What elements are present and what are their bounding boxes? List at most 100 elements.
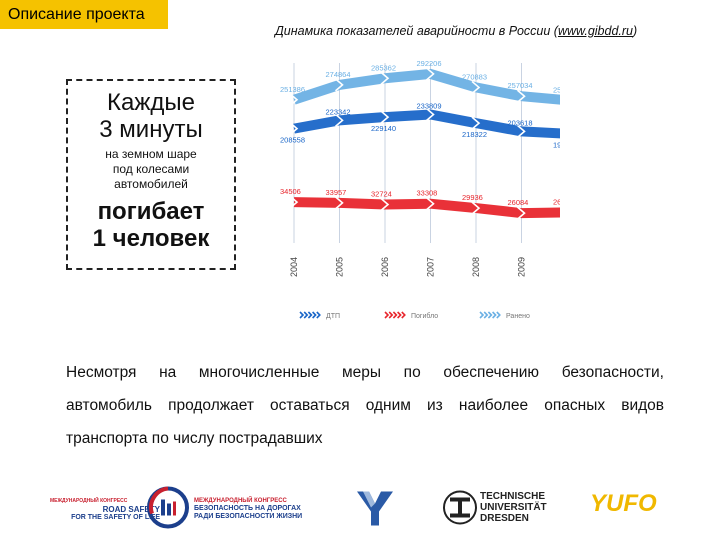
- series-chevron-Погибло-2005: [334, 196, 344, 210]
- year-label-2006: 2006: [380, 257, 390, 277]
- yufo-logo: YUFO: [590, 485, 662, 530]
- road-safety-top: МЕЖДУНАРОДНЫЙ КОНГРЕСС: [50, 498, 128, 504]
- legend-label-Ранено: Ранено: [506, 313, 530, 320]
- value-label-ДТП-2009: 203618: [508, 118, 533, 127]
- legend-marker-ДТП-1: [303, 311, 309, 319]
- series-chevron-ДТП-2006: [380, 110, 390, 124]
- chart-title-suffix: ): [633, 24, 638, 38]
- tu-dresden-emblem-icon: [443, 490, 477, 525]
- congress-text-logo: МЕЖДУНАРОДНЫЙ КОНГРЕСС БЕЗОПАСНОСТЬ НА Д…: [194, 485, 324, 530]
- series-line-ДТП: [293, 109, 560, 139]
- legend-marker-ДТП-4: [316, 311, 321, 319]
- value-label-Ранено-2006: 285362: [371, 63, 396, 72]
- value-label-Погибло-2006: 32724: [371, 189, 392, 198]
- callout-subtext: на земном шаре под колесами автомобилей: [68, 147, 234, 192]
- callout-line-2: 3 минуты: [99, 116, 203, 143]
- year-label-2004: 2004: [289, 257, 299, 277]
- tu-line-3: DRESDEN: [480, 513, 529, 524]
- callout-small-3: автомобилей: [114, 177, 188, 191]
- partner-logos: МЕЖДУНАРОДНЫЙ КОНГРЕСС ROAD SAFETY FOR T…: [50, 485, 670, 530]
- value-label-Ранено-2009: 257034: [508, 81, 533, 90]
- series-chevron-Ранено-2005: [334, 78, 344, 92]
- callout-line-3: погибает: [97, 198, 205, 225]
- callout-small-1: на земном шаре: [105, 147, 197, 161]
- tu-dresden-text: TECHNISCHE UNIVERSITÄT DRESDEN: [480, 485, 560, 530]
- legend-marker-Погибло-4: [401, 311, 406, 319]
- legend-label-Погибло: Погибло: [411, 312, 438, 320]
- legend-marker-ДТП-2: [307, 311, 313, 319]
- paragraph-line-1: Несмотря на многочисленные меры по обесп…: [66, 364, 664, 381]
- road-safety-logo: МЕЖДУНАРОДНЫЙ КОНГРЕСС ROAD SAFETY FOR T…: [50, 485, 160, 530]
- paragraph-line-3: транспорта по числу пострадавших: [66, 430, 323, 447]
- statistic-callout: Каждые 3 минуты на земном шаре под колес…: [66, 79, 236, 270]
- legend-marker-ДТП-0: [299, 311, 305, 319]
- congress-top: МЕЖДУНАРОДНЫЙ КОНГРЕСС: [194, 498, 287, 504]
- value-label-Погибло-2004: 34506: [280, 187, 301, 196]
- series-line-Ранено: [292, 68, 560, 105]
- legend-marker-Ранено-2: [487, 311, 493, 319]
- university-y-logo-icon: [357, 491, 393, 526]
- year-label-2005: 2005: [335, 257, 345, 277]
- value-label-ДТП-2010: 199431: [553, 141, 560, 150]
- tu-line-1: TECHNISCHE: [480, 491, 546, 502]
- congress-mid: БЕЗОПАСНОСТЬ НА ДОРОГАХ: [194, 505, 301, 512]
- series-chevron-ДТП-2007: [425, 107, 435, 122]
- series-chevron-Погибло-2007: [425, 197, 435, 211]
- value-label-Погибло-2009: 26084: [508, 198, 529, 207]
- legend-label-ДТП: ДТП: [326, 313, 340, 320]
- value-label-Погибло-2010: 26567: [553, 197, 560, 206]
- callout-small-2: под колесами: [112, 162, 190, 176]
- value-label-Погибло-2007: 33308: [417, 189, 438, 198]
- accident-chart: 2004200520062007200820092010201125138627…: [280, 59, 560, 320]
- value-label-ДТП-2004: 208558: [280, 136, 305, 145]
- series-chevron-ДТП-2008: [471, 116, 481, 130]
- chart-source-link[interactable]: www.gibdd.ru: [557, 24, 633, 38]
- series-chevron-Ранено-2004: [289, 93, 299, 107]
- series-chevron-ДТП-2005: [334, 113, 344, 127]
- value-label-ДТП-2008: 218322: [462, 130, 487, 139]
- yufo-text: YUFO: [590, 490, 657, 517]
- legend-marker-Ранено-4: [496, 311, 501, 319]
- series-chevron-Ранено-2007: [425, 67, 435, 81]
- legend-marker-Погибло-2: [392, 311, 398, 319]
- series-chevron-Погибло-2006: [380, 197, 390, 212]
- section-tag: Описание проекта: [0, 0, 168, 29]
- congress-bot: РАДИ БЕЗОПАСНОСТИ ЖИЗНИ: [194, 513, 303, 520]
- series-chevron-Ранено-2006: [380, 71, 390, 85]
- road-safety-mid: ROAD SAFETY: [102, 505, 160, 514]
- series-chevron-ДТП-2004: [289, 122, 299, 136]
- year-label-2009: 2009: [517, 257, 527, 277]
- series-chevron-ДТП-2009: [516, 124, 526, 138]
- legend-marker-ДТП-3: [312, 311, 317, 319]
- body-paragraph: Несмотря на многочисленные меры по обесп…: [66, 356, 664, 455]
- year-label-2008: 2008: [471, 257, 481, 277]
- value-label-Ранено-2005: 274864: [326, 70, 351, 79]
- value-label-Ранено-2010: 250635: [553, 85, 560, 94]
- legend-marker-Погибло-0: [384, 311, 390, 319]
- value-label-Ранено-2007: 292206: [417, 59, 442, 68]
- series-chevron-Погибло-2004: [289, 195, 299, 209]
- series-line-Погибло: [293, 197, 560, 219]
- legend-marker-Погибло-3: [397, 311, 402, 319]
- callout-line-1: Каждые: [107, 89, 195, 116]
- series-chevron-Погибло-2008: [471, 201, 481, 215]
- series-chevron-Ранено-2009: [516, 89, 526, 103]
- congress-emblem-icon: [147, 486, 189, 529]
- year-label-2007: 2007: [426, 257, 436, 277]
- value-label-ДТП-2006: 229140: [371, 124, 396, 133]
- legend-marker-Ранено-0: [479, 311, 485, 319]
- chart-title-text: Динамика показателей аварийности в Росси…: [275, 24, 558, 38]
- series-chevron-Погибло-2009: [516, 206, 526, 220]
- tu-line-2: UNIVERSITÄT: [480, 502, 547, 513]
- legend-marker-Ранено-3: [492, 311, 497, 319]
- value-label-ДТП-2007: 233809: [417, 101, 442, 110]
- value-label-Ранено-2008: 270883: [462, 72, 487, 81]
- road-safety-bot: FOR THE SAFETY OF LIFE: [71, 514, 160, 521]
- value-label-Погибло-2008: 29936: [462, 193, 483, 202]
- value-label-Ранено-2004: 251386: [280, 85, 305, 94]
- value-label-ДТП-2005: 223342: [326, 107, 351, 116]
- paragraph-line-2: автомобиль продолжает оставаться одним и…: [66, 397, 664, 414]
- legend-marker-Ранено-1: [483, 311, 489, 319]
- series-chevron-Ранено-2008: [471, 80, 481, 95]
- value-label-Погибло-2005: 33957: [326, 188, 347, 197]
